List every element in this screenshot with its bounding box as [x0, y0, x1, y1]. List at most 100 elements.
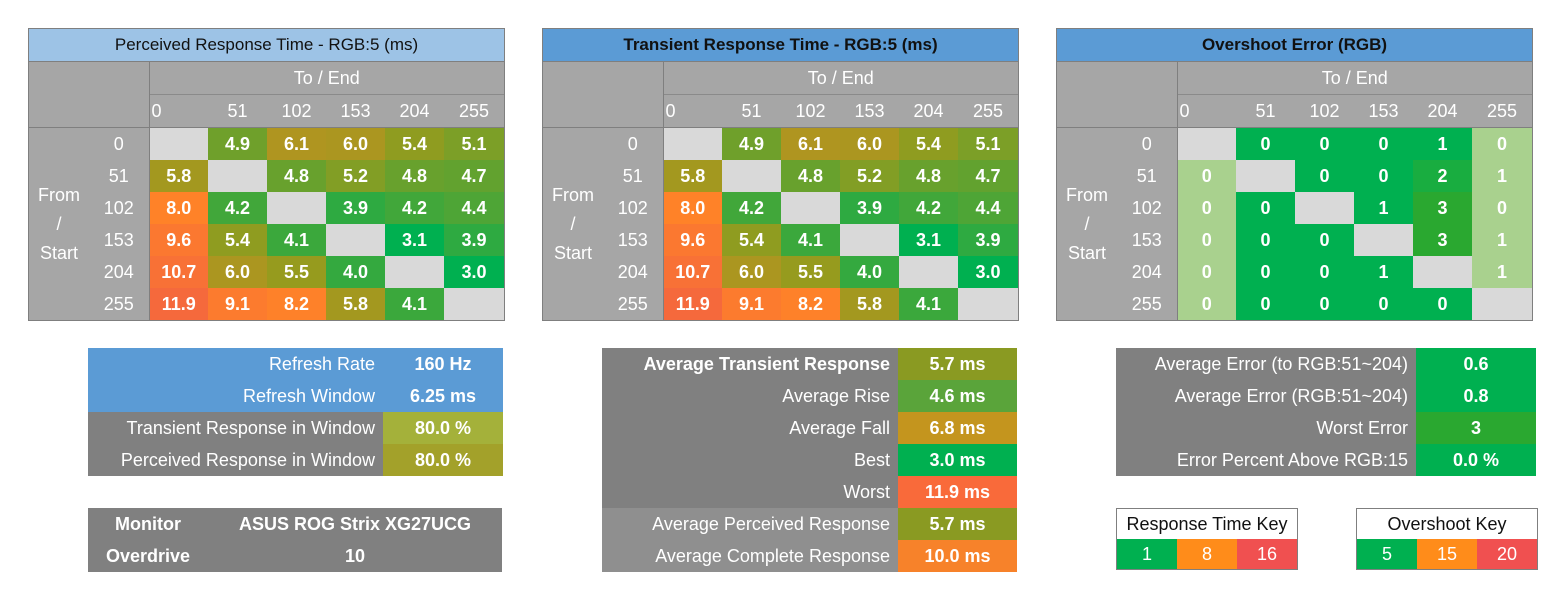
- refresh-window-label: Refresh Window: [88, 380, 383, 412]
- grid-cell: 3.9: [840, 192, 899, 224]
- grid-cell: 8.2: [781, 288, 840, 320]
- row-header: 51: [89, 160, 150, 192]
- grid-cell: 3: [1413, 224, 1472, 256]
- grid-cell: 2: [1413, 160, 1472, 192]
- from-start-word: From: [38, 184, 80, 205]
- best-value: 3.0 ms: [898, 444, 1017, 476]
- row-header: 255: [89, 288, 150, 320]
- grid-cell: 4.7: [444, 160, 505, 192]
- overdrive-label: Overdrive: [105, 545, 191, 566]
- row-header: 153: [603, 224, 664, 256]
- grid-cell: 1: [1472, 160, 1533, 192]
- averages-panel: Average Transient Response 5.7 ms Averag…: [602, 348, 1017, 572]
- grid-cell: 4.1: [899, 288, 958, 320]
- grid-cell: 0: [1354, 288, 1413, 320]
- grid-cell: 11.9: [663, 288, 722, 320]
- key-swatch-red: 20: [1477, 539, 1537, 569]
- grid-cell: 4.4: [958, 192, 1019, 224]
- worst-error-value: 3: [1416, 412, 1536, 444]
- row-header: 204: [1117, 256, 1178, 288]
- avg-perceived-label: Average Perceived Response: [602, 508, 898, 540]
- grid-cell: 3.9: [326, 192, 385, 224]
- from-start-word: /: [570, 213, 576, 234]
- avg-complete-value: 10.0 ms: [898, 540, 1017, 572]
- grid-cell: 6.1: [267, 127, 326, 160]
- grid-cell: 3.0: [958, 256, 1019, 288]
- grid-cell: 8.0: [149, 192, 208, 224]
- grid-cell: 9.1: [208, 288, 267, 320]
- avg-error-to-value: 0.6: [1416, 348, 1536, 380]
- avg-fall-value: 6.8 ms: [898, 412, 1017, 444]
- grid-cell: 5.4: [208, 224, 267, 256]
- grid-cell: 8.0: [663, 192, 722, 224]
- worst-label: Worst: [602, 476, 898, 508]
- grid-cell: 4.7: [958, 160, 1019, 192]
- to-end-label: To / End: [149, 61, 505, 95]
- grid-cell: 3.1: [385, 224, 444, 256]
- grid-cell: 5.8: [326, 288, 385, 320]
- row-header: 204: [603, 256, 664, 288]
- column-header: 102: [281, 100, 312, 121]
- avg-transient-value: 5.7 ms: [898, 348, 1017, 380]
- from-start-word: /: [1084, 213, 1090, 234]
- row-header: 51: [1117, 160, 1178, 192]
- avg-complete-label: Average Complete Response: [602, 540, 898, 572]
- column-header: 204: [913, 100, 944, 121]
- best-label: Best: [602, 444, 898, 476]
- grid-cell: 0: [1354, 127, 1413, 160]
- row-header: 153: [89, 224, 150, 256]
- grid-cell: 4.0: [840, 256, 899, 288]
- perceived-in-window-value: 80.0 %: [383, 444, 503, 476]
- grid-cell: 11.9: [149, 288, 208, 320]
- column-header: 51: [741, 100, 762, 121]
- avg-rise-label: Average Rise: [602, 380, 898, 412]
- key-swatch-green: 5: [1357, 539, 1417, 569]
- refresh-panel: Refresh Rate 160 Hz Refresh Window 6.25 …: [88, 348, 503, 476]
- diagonal-cell: [722, 160, 781, 192]
- from-start-word: Start: [39, 242, 78, 263]
- grid-cell: 0: [1236, 224, 1295, 256]
- grid-cell: 9.1: [722, 288, 781, 320]
- grid-cell: 3: [1413, 192, 1472, 224]
- transient-in-window-label: Transient Response in Window: [88, 412, 383, 444]
- grid-cell: 4.9: [722, 127, 781, 160]
- worst-value: 11.9 ms: [898, 476, 1017, 508]
- grid-cell: 10.7: [149, 256, 208, 288]
- grid-cell: 5.5: [781, 256, 840, 288]
- error-percent-value: 0.0 %: [1416, 444, 1536, 476]
- diagonal-cell: [444, 288, 505, 320]
- error-percent-label: Error Percent Above RGB:15: [1116, 444, 1416, 476]
- grid-cell: 0: [1177, 160, 1236, 192]
- perceived-in-window-label: Perceived Response in Window: [88, 444, 383, 476]
- column-header: 204: [399, 100, 430, 121]
- diagonal-cell: [958, 288, 1019, 320]
- grid-cell: 9.6: [149, 224, 208, 256]
- diagonal-cell: [1236, 160, 1295, 192]
- avg-rise-value: 4.6 ms: [898, 380, 1017, 412]
- grid-title: Transient Response Time - RGB:5 (ms): [543, 29, 1019, 62]
- grid-cell: 0: [1295, 160, 1354, 192]
- avg-perceived-value: 5.7 ms: [898, 508, 1017, 540]
- grid-cell: 4.4: [444, 192, 505, 224]
- diagonal-cell: [1354, 224, 1413, 256]
- column-header: 255: [972, 100, 1004, 121]
- grid-cell: 0: [1236, 288, 1295, 320]
- grid-title: Perceived Response Time - RGB:5 (ms): [29, 29, 505, 62]
- diagonal-cell: [663, 127, 722, 160]
- column-header: 153: [1368, 100, 1399, 121]
- grid-cell: 4.1: [781, 224, 840, 256]
- grid-cell: 4.2: [722, 192, 781, 224]
- overshoot-key: Overshoot Key 5 15 20: [1356, 508, 1538, 570]
- grid-cell: 1: [1354, 192, 1413, 224]
- grid-cell: 5.2: [326, 160, 385, 192]
- column-header: 0: [151, 100, 162, 121]
- column-header: 102: [1309, 100, 1340, 121]
- grid-cell: 0: [1413, 288, 1472, 320]
- grid-cell: 5.8: [840, 288, 899, 320]
- column-header: 255: [1486, 100, 1518, 121]
- column-header: 51: [227, 100, 248, 121]
- column-header: 0: [1179, 100, 1190, 121]
- grid-cell: 0: [1295, 288, 1354, 320]
- diagonal-cell: [1295, 192, 1354, 224]
- to-end-label: To / End: [663, 61, 1019, 95]
